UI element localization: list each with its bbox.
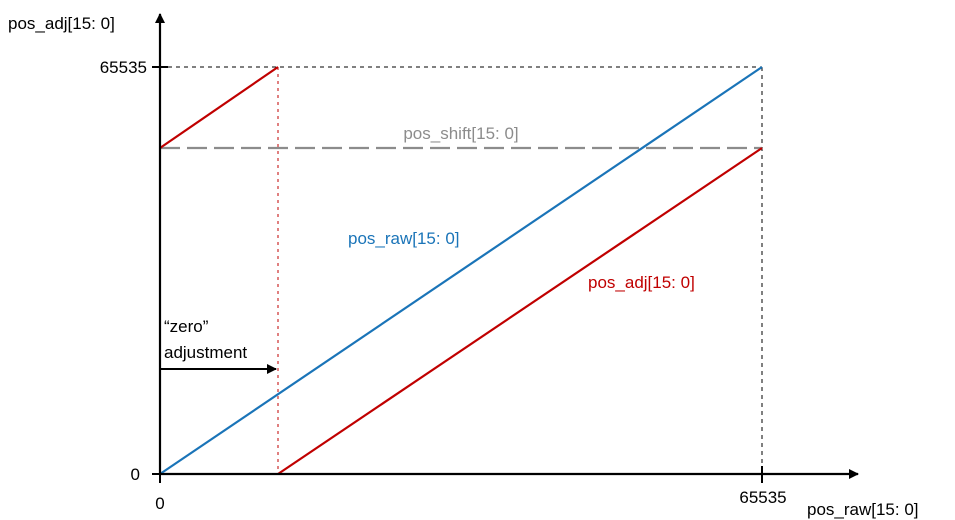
y-tick-label-max: 65535 <box>100 58 147 77</box>
pos-adj-line-lower <box>277 147 763 475</box>
x-tick-label-max: 65535 <box>739 488 786 507</box>
zero-adjust-label-line1: “zero” <box>164 317 209 336</box>
x-axis-label: pos_raw[15: 0] <box>807 500 919 519</box>
x-tick-label-zero: 0 <box>155 494 164 513</box>
pos-raw-label: pos_raw[15: 0] <box>348 229 460 248</box>
pos-raw-line <box>159 66 763 475</box>
y-tick-label-zero: 0 <box>131 465 140 484</box>
y-axis-label: pos_adj[15: 0] <box>8 14 115 33</box>
pos-shift-label: pos_shift[15: 0] <box>403 124 518 143</box>
pos-adj-line-upper <box>159 66 279 149</box>
zero-adjust-label-line2: adjustment <box>164 343 247 362</box>
pos-adj-label: pos_adj[15: 0] <box>588 273 695 292</box>
